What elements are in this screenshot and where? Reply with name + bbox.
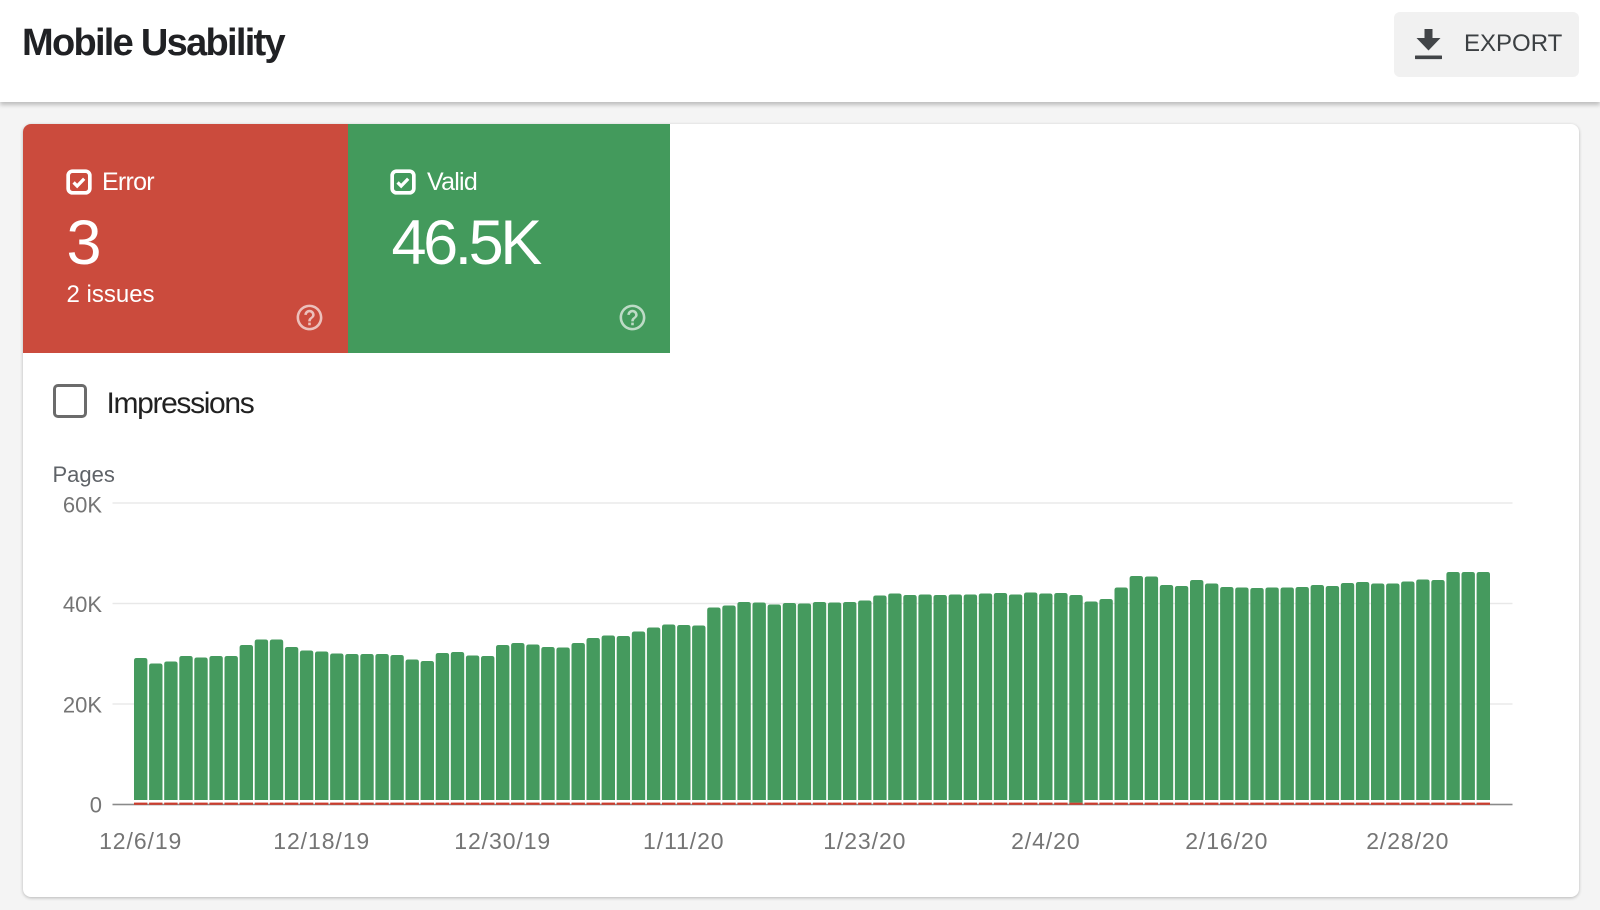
svg-text:2/28/20: 2/28/20 bbox=[1366, 828, 1449, 854]
svg-text:2/16/20: 2/16/20 bbox=[1185, 828, 1268, 854]
svg-text:12/6/19: 12/6/19 bbox=[99, 828, 182, 854]
svg-text:0: 0 bbox=[89, 792, 101, 817]
svg-text:40K: 40K bbox=[62, 592, 101, 617]
svg-text:Pages: Pages bbox=[52, 461, 114, 486]
svg-text:12/30/19: 12/30/19 bbox=[454, 828, 551, 854]
svg-text:1/23/20: 1/23/20 bbox=[823, 828, 906, 854]
svg-text:2/4/20: 2/4/20 bbox=[1011, 828, 1080, 854]
svg-text:12/18/19: 12/18/19 bbox=[273, 828, 370, 854]
svg-text:1/11/20: 1/11/20 bbox=[643, 828, 724, 854]
svg-text:20K: 20K bbox=[62, 692, 101, 717]
svg-text:60K: 60K bbox=[62, 492, 101, 517]
